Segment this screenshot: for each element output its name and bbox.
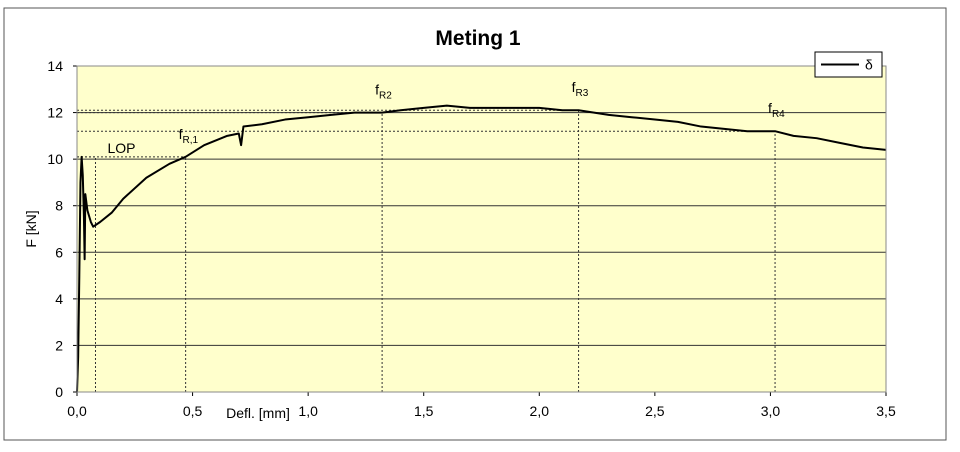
- annotation-label: f: [768, 100, 772, 116]
- annotation-subscript: R,1: [183, 135, 199, 146]
- legend-label: δ: [865, 57, 873, 73]
- y-tick-label: 12: [47, 105, 63, 121]
- annotation-label: f: [375, 82, 379, 98]
- y-tick-label: 2: [55, 337, 63, 353]
- x-tick-label: 0,5: [183, 403, 203, 419]
- annotation-subscript: R4: [772, 109, 785, 120]
- annotation-subscript: R2: [379, 91, 392, 102]
- y-tick-label: 10: [47, 151, 63, 167]
- y-tick-label: 6: [55, 244, 63, 260]
- annotation-label: fR2: [375, 82, 392, 102]
- data-line: [76, 104, 887, 393]
- y-tick-label: 14: [47, 58, 63, 74]
- x-axis-label: Defl. [mm]: [226, 405, 290, 421]
- y-tick-label: 8: [55, 198, 63, 214]
- x-tick-label: 2,0: [530, 403, 550, 419]
- annotation-label: fR3: [572, 79, 589, 99]
- annotation-subscript: R3: [575, 88, 588, 99]
- annotation-label: LOP: [107, 140, 135, 156]
- x-tick-label: 3,0: [761, 403, 781, 419]
- plot-border: [76, 65, 887, 393]
- chart-title: Meting 1: [435, 27, 520, 50]
- plot-area: [77, 66, 886, 392]
- annotation-label: f: [179, 126, 183, 142]
- y-tick-label: 0: [55, 384, 63, 400]
- x-tick-label: 1,5: [414, 403, 434, 419]
- annotation-label: fR4: [768, 100, 785, 120]
- y-tick-label: 4: [55, 291, 63, 307]
- x-tick-label: 2,5: [645, 403, 665, 419]
- annotation-label: fR,1: [179, 126, 199, 146]
- x-tick-label: 0,0: [67, 403, 87, 419]
- y-axis-label: F [kN]: [23, 210, 39, 247]
- annotation-label: f: [572, 79, 576, 95]
- x-tick-label: 3,5: [876, 403, 896, 419]
- x-tick-label: 1,0: [298, 403, 318, 419]
